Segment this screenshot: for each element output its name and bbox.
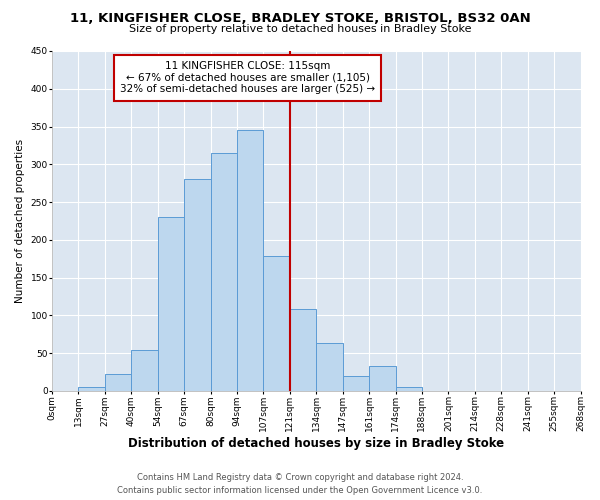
Bar (290, 310, 316, 391)
X-axis label: Distribution of detached houses by size in Bradley Stoke: Distribution of detached houses by size … (128, 437, 504, 450)
Text: 11, KINGFISHER CLOSE, BRADLEY STOKE, BRISTOL, BS32 0AN: 11, KINGFISHER CLOSE, BRADLEY STOKE, BRI… (70, 12, 530, 26)
Bar (316, 344, 343, 391)
Bar (131, 350, 158, 391)
Bar (369, 366, 395, 391)
Text: Size of property relative to detached houses in Bradley Stoke: Size of property relative to detached ho… (129, 24, 471, 34)
Bar (211, 153, 237, 391)
Text: Contains HM Land Registry data © Crown copyright and database right 2024.
Contai: Contains HM Land Registry data © Crown c… (118, 474, 482, 495)
Bar (184, 180, 211, 391)
Bar (79, 387, 105, 391)
Bar (158, 217, 184, 391)
Bar (343, 376, 369, 391)
Bar (263, 256, 290, 391)
Bar (395, 387, 422, 391)
Text: 11 KINGFISHER CLOSE: 115sqm
← 67% of detached houses are smaller (1,105)
32% of : 11 KINGFISHER CLOSE: 115sqm ← 67% of det… (120, 61, 375, 94)
Y-axis label: Number of detached properties: Number of detached properties (15, 139, 25, 303)
Bar (237, 130, 263, 391)
Bar (105, 374, 131, 391)
